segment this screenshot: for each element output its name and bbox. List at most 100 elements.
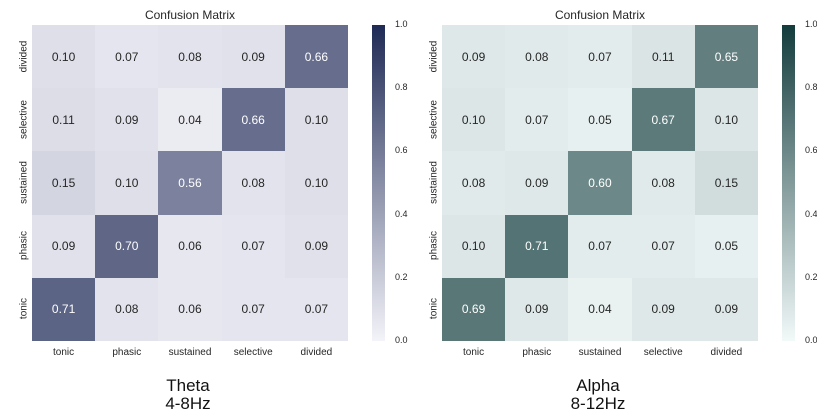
heatmap-cell (32, 25, 96, 89)
cell-value-label: 0.09 (304, 239, 329, 254)
x-tick-label: selective (643, 347, 683, 358)
colorbar (782, 25, 795, 341)
colorbar-tick-label: 0.6 (395, 145, 408, 156)
colorbar-tick-label: 0.0 (805, 335, 817, 345)
heatmap-cell (221, 277, 285, 341)
cell-value-label: 0.04 (178, 112, 202, 127)
heatmap-cell (158, 88, 222, 152)
cell-value-label: 0.66 (241, 112, 265, 127)
x-tick-label: sustained (168, 347, 212, 358)
chart-title: Confusion Matrix (554, 8, 646, 22)
cell-value-label: 0.07 (588, 49, 612, 64)
heatmap-cell (95, 25, 159, 89)
panel-caption-frequency: 4-8Hz (165, 394, 211, 413)
heatmap-cell (95, 151, 159, 215)
cell-value-label: 0.65 (714, 49, 739, 64)
cell-value-label: 0.69 (461, 302, 486, 317)
heatmap-cell (221, 25, 285, 89)
heatmap-cell (95, 214, 159, 278)
colorbar-tick-label: 0.4 (805, 208, 817, 219)
heatmap-cell (158, 277, 222, 341)
cell-value-label: 0.10 (51, 49, 76, 64)
panel-caption: Theta (166, 376, 210, 395)
cell-value-label: 0.04 (588, 302, 612, 317)
heatmap-cell (694, 25, 758, 89)
cell-value-label: 0.09 (651, 302, 675, 317)
colorbar-tick-label: 0.6 (805, 145, 817, 156)
heatmap-cell (158, 25, 222, 89)
heatmap-cell (221, 214, 285, 278)
cell-value-label: 0.10 (115, 176, 139, 190)
cell-value-label: 0.06 (178, 239, 202, 254)
heatmap-cell (95, 277, 159, 341)
chart-title: Confusion Matrix (144, 8, 236, 22)
cell-value-label: 0.09 (714, 302, 739, 317)
y-tick-label: divided (428, 40, 440, 72)
heatmap-cell (221, 151, 285, 215)
heatmap-cell (568, 88, 632, 152)
cell-value-label: 0.07 (525, 112, 549, 127)
heatmap-cell (284, 277, 348, 341)
colorbar-tick-label: 0.0 (395, 335, 408, 345)
cell-value-label: 0.08 (241, 176, 265, 190)
heatmap-cell (442, 277, 506, 341)
cell-value-label: 0.09 (525, 176, 549, 190)
cell-value-label: 0.71 (525, 239, 549, 254)
heatmap-cell (442, 151, 506, 215)
heatmap-cell (505, 151, 569, 215)
heatmap-cell (568, 25, 632, 89)
heatmap-cell (442, 214, 506, 278)
cell-value-label: 0.11 (651, 49, 675, 64)
heatmap-cell (442, 88, 506, 152)
y-tick-label: sustained (18, 161, 30, 204)
heatmap-cell (95, 88, 159, 152)
x-tick-label: tonic (463, 347, 485, 358)
y-tick-label: phasic (18, 231, 30, 261)
heatmap-cell (631, 277, 695, 341)
colorbar (372, 25, 385, 341)
cell-value-label: 0.07 (651, 239, 675, 254)
cell-value-label: 0.08 (178, 49, 202, 64)
cell-value-label: 0.09 (241, 49, 265, 64)
x-tick-label: divided (710, 347, 743, 358)
cell-value-label: 0.07 (241, 239, 265, 254)
cell-value-label: 0.05 (588, 112, 612, 127)
cell-value-label: 0.07 (304, 302, 329, 317)
heatmap-cell (694, 214, 758, 278)
heatmap-cell (158, 151, 222, 215)
colorbar-tick-label: 1.0 (395, 19, 408, 29)
colorbar-tick-label: 0.4 (395, 208, 408, 219)
heatmap-cell (631, 25, 695, 89)
heatmap-cell (32, 277, 96, 341)
x-tick-label: phasic (522, 347, 552, 358)
heatmap-cell (505, 214, 569, 278)
cell-value-label: 0.09 (525, 302, 549, 317)
x-tick-label: phasic (112, 347, 142, 358)
cell-value-label: 0.08 (461, 176, 486, 190)
y-tick-label: tonic (428, 298, 440, 320)
x-tick-label: sustained (578, 347, 622, 358)
cell-value-label: 0.07 (241, 302, 265, 317)
y-tick-label: divided (18, 40, 30, 72)
cell-value-label: 0.15 (714, 176, 739, 190)
heatmap-cell (694, 151, 758, 215)
cell-value-label: 0.07 (115, 49, 139, 64)
heatmap-cell (284, 25, 348, 89)
y-tick-label: selective (18, 99, 30, 139)
heatmap-cell (442, 25, 506, 89)
panel-caption: Alpha (576, 376, 620, 395)
heatmap-cell (694, 88, 758, 152)
cell-value-label: 0.07 (588, 239, 612, 254)
cell-value-label: 0.10 (714, 112, 739, 127)
heatmap-cell (568, 214, 632, 278)
heatmap-cell (505, 277, 569, 341)
heatmap-cell (505, 88, 569, 152)
heatmap-cell (158, 214, 222, 278)
y-tick-label: sustained (428, 161, 440, 204)
cell-value-label: 0.67 (651, 112, 675, 127)
cell-value-label: 0.09 (115, 112, 139, 127)
cell-value-label: 0.10 (304, 176, 329, 190)
cell-value-label: 0.66 (304, 49, 329, 64)
cell-value-label: 0.09 (461, 49, 486, 64)
heatmap-cell (221, 88, 285, 152)
